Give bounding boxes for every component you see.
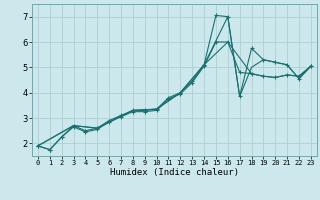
- X-axis label: Humidex (Indice chaleur): Humidex (Indice chaleur): [110, 168, 239, 177]
